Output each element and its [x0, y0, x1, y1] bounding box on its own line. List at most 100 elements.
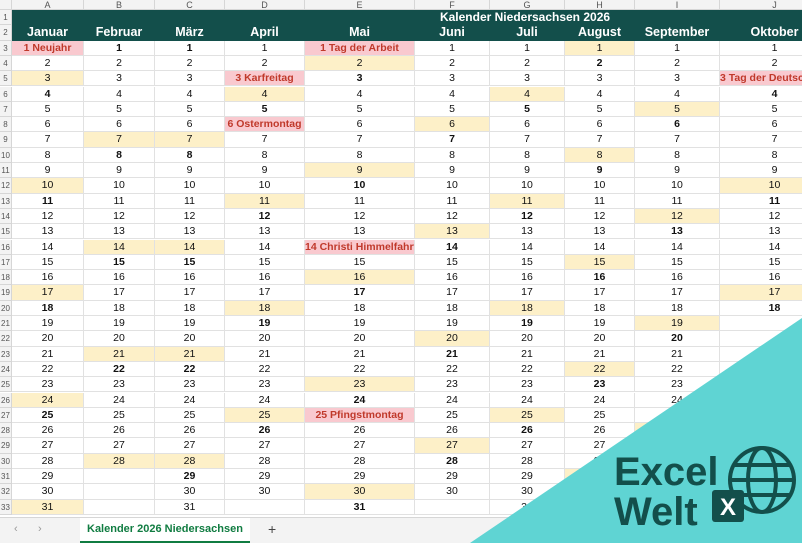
day-cell: 22 [490, 361, 565, 378]
day-cell: 1 [565, 40, 635, 56]
column-header: I [635, 0, 720, 10]
day-cell: 22 [84, 361, 155, 378]
day-cell: 19 [84, 316, 155, 332]
day-cell: 23 [225, 377, 305, 393]
day-cell: 5 [490, 101, 565, 118]
day-cell: 20 [12, 331, 84, 347]
day-cell: 7 [12, 132, 84, 148]
day-cell: 13 [225, 224, 305, 240]
day-cell: 15 [84, 254, 155, 271]
day-cell: 28 [225, 453, 305, 469]
column-header: J [720, 0, 802, 10]
day-cell: 9 [415, 163, 490, 179]
day-cell: 9 [155, 163, 225, 179]
day-cell: 16 [720, 270, 802, 286]
day-cell: 9 [84, 163, 155, 179]
row-header: 26 [0, 392, 12, 408]
day-cell: 12 [635, 208, 720, 225]
day-cell: 26 [225, 423, 305, 439]
day-cell: 23 [84, 377, 155, 393]
day-cell: 27 [225, 438, 305, 454]
day-cell: 6 Ostermontag [225, 117, 305, 133]
day-cell: 19 [490, 316, 565, 332]
day-cell: 30 [305, 484, 415, 500]
day-cell: 9 [720, 163, 802, 179]
day-cell: 17 [305, 285, 415, 301]
day-cell: 29 [415, 469, 490, 485]
month-header: August [565, 25, 635, 41]
day-cell: 3 [155, 71, 225, 87]
day-cell: 5 [155, 101, 225, 118]
day-cell: 7 [720, 132, 802, 148]
day-cell: 25 [415, 407, 490, 424]
day-cell: 7 [635, 132, 720, 148]
day-cell: 14 [84, 239, 155, 255]
day-cell: 4 [490, 86, 565, 102]
prev-sheet[interactable]: ‹ [14, 523, 18, 535]
day-cell: 1 Neujahr [12, 40, 84, 56]
day-cell: 22 [225, 361, 305, 378]
day-cell: 28 [490, 453, 565, 469]
day-cell: 11 [84, 193, 155, 209]
day-cell: 1 [635, 40, 720, 56]
day-cell: 14 [225, 239, 305, 255]
day-cell: 4 [415, 86, 490, 102]
day-cell: 15 [415, 254, 490, 271]
day-cell: 31 [305, 499, 415, 515]
row-header: 16 [0, 239, 12, 255]
day-cell: 10 [155, 178, 225, 194]
row-header: 2 [0, 25, 12, 41]
row-header: 8 [0, 117, 12, 133]
row-header: 13 [0, 193, 12, 209]
day-cell: 18 [155, 300, 225, 316]
day-cell: 14 [490, 239, 565, 255]
day-cell: 16 [12, 270, 84, 286]
day-cell: 6 [84, 117, 155, 133]
day-cell: 10 [415, 178, 490, 194]
day-cell: 12 [720, 209, 802, 225]
day-cell: 25 [225, 407, 305, 424]
day-cell: 29 [155, 469, 225, 485]
row-header: 5 [0, 71, 12, 87]
day-cell: 5 [84, 101, 155, 118]
corner [0, 0, 12, 10]
day-cell: 5 [635, 101, 720, 118]
day-cell: 13 [490, 224, 565, 240]
day-cell: 20 [635, 331, 720, 347]
day-cell: 27 [415, 438, 490, 454]
row-header: 4 [0, 55, 12, 72]
sheet-tab[interactable]: Kalender 2026 Niedersachsen [80, 518, 250, 543]
row-header: 33 [0, 499, 12, 515]
day-cell: 12 [490, 208, 565, 225]
day-cell: 4 [720, 87, 802, 102]
day-cell: 23 [415, 377, 490, 393]
day-cell: 4 [305, 86, 415, 102]
row-header: 1 [0, 10, 12, 26]
day-cell: 8 [305, 147, 415, 163]
day-cell: 10 [490, 178, 565, 194]
day-cell: 26 [155, 423, 225, 439]
day-cell: 5 [12, 101, 84, 118]
day-cell: 16 [225, 270, 305, 286]
day-cell: 16 [84, 270, 155, 286]
add-sheet[interactable]: + [268, 521, 277, 537]
day-cell: 8 [565, 147, 635, 163]
day-cell: 13 [305, 224, 415, 240]
day-cell: 21 [155, 346, 225, 362]
day-cell: 17 [84, 285, 155, 301]
day-cell: 3 [415, 71, 490, 87]
day-cell: 8 [84, 147, 155, 163]
day-cell: 28 [84, 453, 155, 469]
day-cell: 16 [635, 270, 720, 286]
day-cell: 29 [225, 469, 305, 485]
day-cell: 19 [155, 316, 225, 332]
column-header: A [12, 0, 84, 10]
day-cell: 25 [12, 407, 84, 424]
empty-cell [84, 484, 155, 500]
next-sheet[interactable]: › [38, 523, 42, 535]
day-cell: 23 [490, 377, 565, 393]
day-cell: 30 [155, 484, 225, 500]
row-header: 10 [0, 147, 12, 163]
day-cell: 24 [305, 392, 415, 408]
day-cell: 17 [635, 285, 720, 301]
